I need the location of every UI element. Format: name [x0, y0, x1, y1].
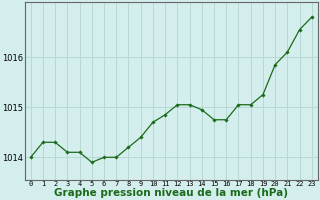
X-axis label: Graphe pression niveau de la mer (hPa): Graphe pression niveau de la mer (hPa) [54, 188, 288, 198]
